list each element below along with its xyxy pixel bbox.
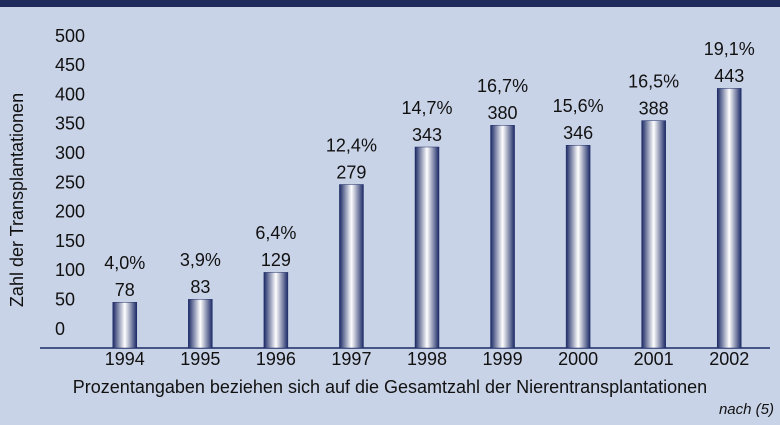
value-label: 279 <box>336 162 366 182</box>
value-label: 343 <box>412 125 442 145</box>
percent-label: 16,7% <box>477 76 528 96</box>
bar <box>414 146 440 349</box>
y-tick-label: 200 <box>55 202 85 222</box>
x-tick-label: 2001 <box>634 349 674 369</box>
bar <box>188 299 213 349</box>
value-label: 78 <box>115 280 135 300</box>
value-label: 443 <box>714 66 744 86</box>
percent-label: 3,9% <box>180 250 221 270</box>
bar <box>716 88 742 349</box>
y-tick-label: 0 <box>55 319 65 339</box>
y-tick-label: 500 <box>55 26 85 46</box>
y-tick-label: 150 <box>55 231 85 251</box>
bar <box>112 302 138 349</box>
value-label: 129 <box>261 250 291 270</box>
percent-label: 15,6% <box>553 96 604 116</box>
x-tick-label: 2002 <box>709 349 749 369</box>
y-tick-label: 100 <box>55 260 85 280</box>
percent-label: 6,4% <box>255 223 296 243</box>
x-tick-label: 1997 <box>331 349 371 369</box>
bar <box>490 125 515 349</box>
x-tick-label: 2000 <box>558 349 598 369</box>
percent-label: 14,7% <box>401 98 452 118</box>
x-tick-label: 1996 <box>256 349 296 369</box>
x-note: Prozentangaben beziehen sich auf die Ges… <box>73 377 707 397</box>
value-label: 83 <box>190 277 210 297</box>
value-label: 388 <box>639 98 669 118</box>
y-tick-label: 450 <box>55 55 85 75</box>
percent-label: 16,5% <box>628 71 679 91</box>
y-tick-label: 300 <box>55 143 85 163</box>
percent-label: 12,4% <box>326 135 377 155</box>
y-tick-label: 250 <box>55 172 85 192</box>
bar <box>339 184 364 349</box>
x-tick-label: 1995 <box>180 349 220 369</box>
source: nach (5) <box>719 401 774 418</box>
top-band <box>0 0 780 7</box>
x-tick-label: 1999 <box>483 349 523 369</box>
percent-label: 4,0% <box>104 253 145 273</box>
percent-label: 19,1% <box>704 39 755 59</box>
y-tick-label: 50 <box>55 289 75 309</box>
x-tick-label: 1998 <box>407 349 447 369</box>
bar <box>263 272 289 349</box>
y-tick-label: 350 <box>55 114 85 134</box>
y-axis-title: Zahl der Transplantationen <box>7 93 27 307</box>
y-tick-label: 400 <box>55 84 85 104</box>
bar <box>565 144 591 349</box>
x-tick-label: 1994 <box>105 349 145 369</box>
value-label: 346 <box>563 123 593 143</box>
value-label: 380 <box>488 103 518 123</box>
bar <box>641 120 666 349</box>
